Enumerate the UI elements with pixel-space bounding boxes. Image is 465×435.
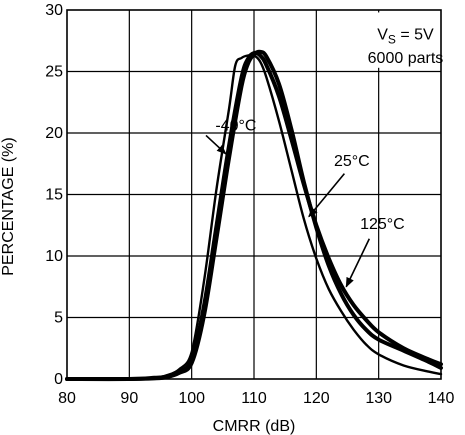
y-tick-label: 30 xyxy=(45,2,63,19)
y-tick-label: 25 xyxy=(45,64,63,81)
x-tick-label: 140 xyxy=(428,390,455,407)
conditions-box: VS = 5V 6000 parts xyxy=(368,27,444,67)
series-group xyxy=(65,49,443,382)
x-axis-label: CMRR (dB) xyxy=(213,418,296,435)
annotations: -40°C 25°C 125°C xyxy=(205,118,405,288)
parts-count-label: 6000 parts xyxy=(368,50,444,67)
annotation-arrow-125c xyxy=(345,238,371,288)
annotation-125c: 125°C xyxy=(360,216,405,233)
legend-box-background xyxy=(375,12,441,68)
tick-labels: 80 90 100 110 120 130 140 0 5 10 15 20 25 30 xyxy=(45,2,454,407)
x-tick-label: 90 xyxy=(120,390,138,407)
annotation-arrow--40c xyxy=(205,134,227,155)
y-tick-label: 10 xyxy=(45,248,63,265)
y-tick-label: 5 xyxy=(54,310,63,327)
plot-frame xyxy=(66,9,442,380)
x-tick-label: 80 xyxy=(58,390,76,407)
x-tick-label: 110 xyxy=(241,390,267,407)
series-line-125c xyxy=(65,49,443,382)
y-tick-label: 20 xyxy=(45,125,63,142)
annotation--40c: -40°C xyxy=(215,118,256,135)
x-tick-label: 120 xyxy=(303,390,330,407)
y-axis-label: PERCENTAGE (%) xyxy=(0,137,17,275)
y-tick-label: 15 xyxy=(45,187,63,204)
supply-voltage-label: VS = 5V xyxy=(377,27,434,47)
annotation-arrow-25c xyxy=(308,173,346,218)
y-tick-label: 0 xyxy=(54,371,63,388)
x-tick-label: 100 xyxy=(178,390,205,407)
grid xyxy=(67,10,441,379)
x-tick-label: 130 xyxy=(365,390,392,407)
annotation-25c: 25°C xyxy=(334,153,370,170)
series-line--40c xyxy=(65,53,443,381)
